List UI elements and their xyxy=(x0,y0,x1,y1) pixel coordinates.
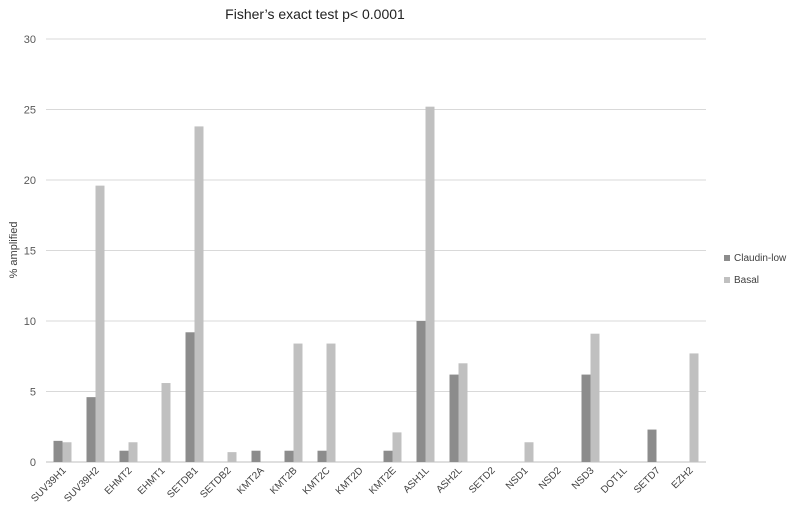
y-tick-label: 20 xyxy=(24,175,36,187)
bar-claudin-low xyxy=(185,332,195,462)
x-category-label: KMT2D xyxy=(334,465,366,497)
y-tick-label: 25 xyxy=(24,105,36,117)
x-category-label: SETDB1 xyxy=(165,465,201,501)
x-category-label: NSD2 xyxy=(537,465,564,492)
chart-title: Fisher’s exact test p< 0.0001 xyxy=(225,6,405,22)
bar-basal xyxy=(194,126,204,463)
legend: Claudin-low Basal xyxy=(724,253,787,286)
legend-label: Basal xyxy=(734,275,759,286)
bar-claudin-low xyxy=(581,374,591,462)
bar-claudin-low xyxy=(383,450,393,462)
x-category-label: NSD1 xyxy=(504,465,531,492)
y-tick-label: 15 xyxy=(24,246,36,258)
bar-basal xyxy=(590,333,600,462)
bar-basal xyxy=(62,442,72,462)
y-tick-labels: 0 5 10 15 20 25 30 xyxy=(24,34,36,469)
bar-basal xyxy=(293,343,303,462)
x-category-label: NSD3 xyxy=(570,465,597,492)
y-tick-label: 30 xyxy=(24,34,36,46)
bar-basal xyxy=(95,185,105,462)
x-category-label: KMT2A xyxy=(235,465,267,497)
bar-basal xyxy=(689,353,699,462)
x-category-label: SETD2 xyxy=(467,465,498,496)
x-category-label: SUV39H2 xyxy=(62,465,102,505)
legend-swatch xyxy=(724,277,730,283)
x-category-label: EHMT2 xyxy=(103,465,135,497)
bar-basal xyxy=(458,363,468,462)
x-category-label: SETDB2 xyxy=(198,465,234,501)
bar-claudin-low xyxy=(86,397,96,462)
bar-claudin-low xyxy=(119,450,129,462)
bar-basal xyxy=(326,343,336,462)
bar-claudin-low xyxy=(416,321,426,462)
bar-claudin-low xyxy=(449,374,459,462)
bar-claudin-low xyxy=(647,429,657,462)
bar-basal xyxy=(227,452,237,462)
legend-label: Claudin-low xyxy=(734,253,787,264)
y-axis-title: % amplified xyxy=(8,222,20,279)
x-category-label: EHMT1 xyxy=(136,465,168,497)
legend-swatch xyxy=(724,255,730,261)
bar-basal xyxy=(425,106,435,463)
bar-claudin-low xyxy=(53,440,63,462)
gridlines xyxy=(46,38,706,463)
bar-basal xyxy=(392,432,402,462)
bar-claudin-low xyxy=(251,450,261,462)
bar-basal xyxy=(161,383,171,462)
x-category-label: ASH1L xyxy=(401,465,431,495)
bar-basal xyxy=(524,442,534,462)
y-tick-label: 5 xyxy=(30,387,36,399)
x-category-label: DOT1L xyxy=(599,465,630,496)
x-category-label: KMT2E xyxy=(367,465,399,497)
y-tick-label: 10 xyxy=(24,316,36,328)
x-category-label: KMT2B xyxy=(268,465,300,497)
y-tick-label: 0 xyxy=(30,457,36,469)
x-category-label: SETD7 xyxy=(632,465,663,496)
x-category-label: ASH2L xyxy=(434,465,464,495)
bar-claudin-low xyxy=(284,450,294,462)
x-category-label: KMT2C xyxy=(301,465,333,497)
bar-basal xyxy=(128,442,138,462)
x-category-label: EZH2 xyxy=(670,465,696,491)
bars xyxy=(53,106,699,463)
bar-claudin-low xyxy=(317,450,327,462)
